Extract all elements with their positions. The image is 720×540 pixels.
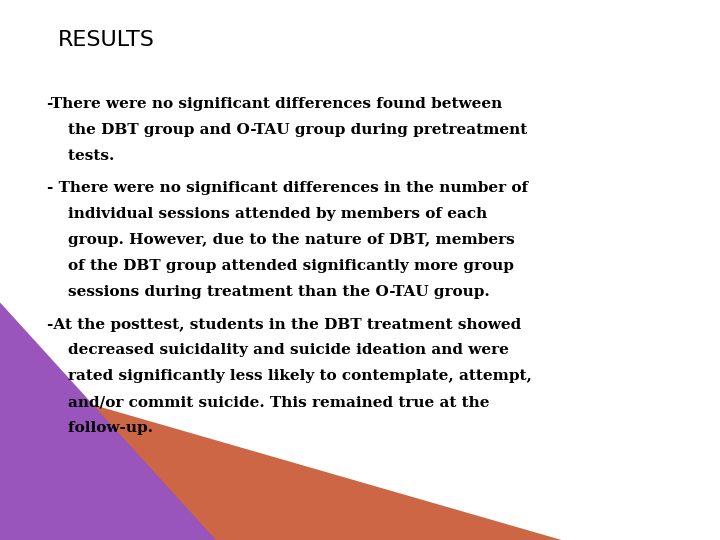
- Text: follow-up.: follow-up.: [47, 421, 153, 435]
- Text: sessions during treatment than the O-TAU group.: sessions during treatment than the O-TAU…: [47, 285, 490, 299]
- Text: rated significantly less likely to contemplate, attempt,: rated significantly less likely to conte…: [47, 369, 531, 383]
- Text: and/or commit suicide. This remained true at the: and/or commit suicide. This remained tru…: [47, 395, 490, 409]
- Text: individual sessions attended by members of each: individual sessions attended by members …: [47, 207, 487, 221]
- Text: of the DBT group attended significantly more group: of the DBT group attended significantly …: [47, 259, 513, 273]
- Polygon shape: [0, 378, 562, 540]
- Text: -At the posttest, students in the DBT treatment showed: -At the posttest, students in the DBT tr…: [47, 318, 521, 332]
- Text: -There were no significant differences found between: -There were no significant differences f…: [47, 97, 502, 111]
- Text: - There were no significant differences in the number of: - There were no significant differences …: [47, 181, 528, 195]
- Text: decreased suicidality and suicide ideation and were: decreased suicidality and suicide ideati…: [47, 343, 508, 357]
- Text: RESULTS: RESULTS: [58, 30, 155, 50]
- Text: the DBT group and O-TAU group during pretreatment: the DBT group and O-TAU group during pre…: [47, 123, 527, 137]
- Polygon shape: [0, 302, 216, 540]
- Text: group. However, due to the nature of DBT, members: group. However, due to the nature of DBT…: [47, 233, 515, 247]
- Text: tests.: tests.: [47, 149, 114, 163]
